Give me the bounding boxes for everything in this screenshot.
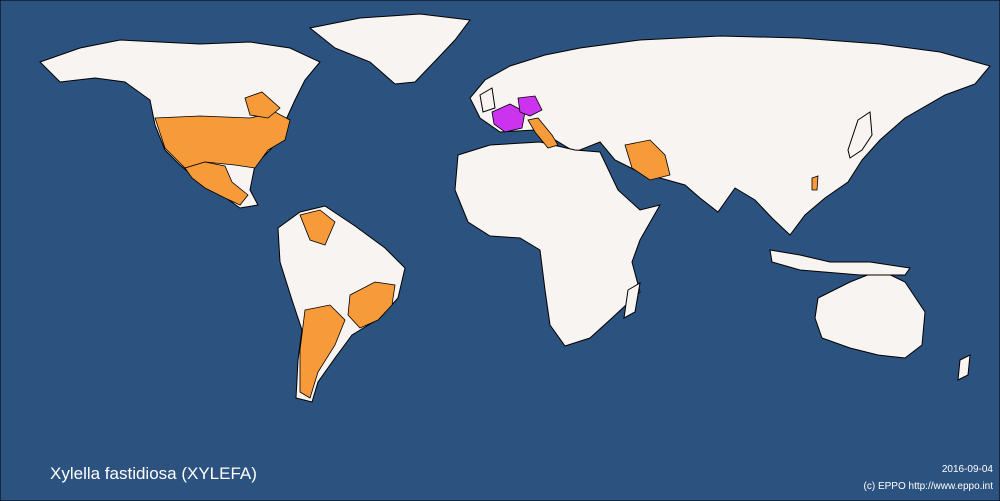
venezuela	[299, 209, 336, 246]
mexico	[184, 161, 249, 206]
france	[491, 103, 526, 133]
present	[154, 91, 819, 399]
new-zealand	[957, 354, 971, 381]
transient	[491, 95, 543, 133]
map-title: Xylella fastidiosa (XYLEFA)	[50, 464, 257, 483]
eurasia	[469, 35, 991, 236]
japan	[847, 111, 873, 159]
indonesia	[769, 249, 911, 276]
ontario	[244, 91, 281, 119]
brazil-se	[347, 281, 396, 329]
uk	[479, 87, 496, 113]
taiwan	[811, 175, 819, 191]
madagascar	[623, 282, 641, 319]
iran	[624, 139, 671, 181]
argentina	[299, 304, 346, 399]
map-credit: (c) EPPO http://www.eppo.int	[864, 481, 994, 492]
map-date: 2016-09-04	[942, 464, 994, 475]
germany	[517, 95, 543, 117]
italy	[527, 117, 559, 149]
greenland	[308, 13, 471, 85]
